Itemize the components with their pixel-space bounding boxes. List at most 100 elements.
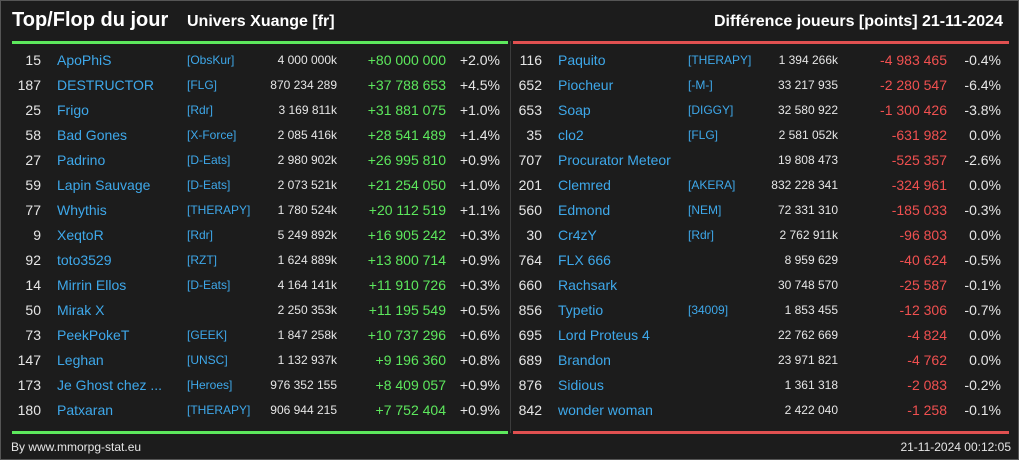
percent-cell: +0.6% xyxy=(459,327,500,343)
alliance-link[interactable]: [D-Eats] xyxy=(187,178,231,192)
alliance-link[interactable]: [THERAPY] xyxy=(187,403,251,417)
rank-cell: 59 xyxy=(25,177,41,193)
top-bottom-bar xyxy=(12,431,508,434)
player-link[interactable]: Bad Gones xyxy=(57,127,128,143)
alliance-link[interactable]: [RZT] xyxy=(187,253,217,267)
player-link[interactable]: Clemred xyxy=(558,177,611,193)
alliance-link[interactable]: [FLG] xyxy=(187,78,218,92)
diff-cell: -4 983 465 xyxy=(880,52,947,68)
player-link[interactable]: Piocheur xyxy=(558,77,614,93)
score-cell: 1 361 318 xyxy=(784,378,838,392)
alliance-link[interactable]: [NEM] xyxy=(688,203,722,217)
percent-cell: -0.1% xyxy=(964,277,1001,293)
score-cell: 5 249 892k xyxy=(277,228,337,242)
percent-cell: -0.3% xyxy=(964,202,1001,218)
top-divider-bar xyxy=(12,41,508,44)
player-link[interactable]: Je Ghost chez ... xyxy=(57,377,163,393)
rank-cell: 764 xyxy=(518,252,542,268)
rank-cell: 15 xyxy=(25,52,41,68)
top-row: 147 Leghan [UNSC] 1 132 937k +9 196 360 +0.8% xyxy=(1,348,509,373)
flop-row: 842 wonder woman 2 422 040 -1 258 -0.1% xyxy=(502,398,1010,423)
alliance-link[interactable]: [AKERA] xyxy=(688,178,736,192)
alliance-link[interactable]: [THERAPY] xyxy=(688,53,752,67)
top-row: 180 Patxaran [THERAPY] 906 944 215 +7 752 40… xyxy=(1,398,509,423)
player-link[interactable]: Soap xyxy=(558,102,591,118)
percent-cell: +2.0% xyxy=(459,52,500,68)
alliance-link[interactable]: [UNSC] xyxy=(187,353,228,367)
score-cell: 1 132 937k xyxy=(277,353,337,367)
alliance-link[interactable]: [Rdr] xyxy=(187,103,214,117)
diff-cell: +11 910 726 xyxy=(368,277,446,293)
rank-cell: 147 xyxy=(17,352,41,368)
score-cell: 8 959 629 xyxy=(784,253,838,267)
player-link[interactable]: Edmond xyxy=(558,202,611,218)
flop-row: 560 Edmond [NEM] 72 331 310 -185 033 -0.3% xyxy=(502,198,1010,223)
player-link[interactable]: Lord Proteus 4 xyxy=(558,327,650,343)
player-link[interactable]: Procurator Meteor xyxy=(558,152,671,168)
alliance-link[interactable]: [34009] xyxy=(688,303,729,317)
alliance-link[interactable]: [D-Eats] xyxy=(187,153,231,167)
score-cell: 1 847 258k xyxy=(277,328,337,342)
player-link[interactable]: Sidious xyxy=(558,377,604,393)
player-link[interactable]: Padrino xyxy=(57,152,106,168)
diff-cell: -96 803 xyxy=(899,227,947,243)
diff-cell: +13 800 714 xyxy=(367,252,446,268)
score-cell: 23 971 821 xyxy=(777,353,838,367)
player-link[interactable]: Rachsark xyxy=(558,277,618,293)
diff-cell: -4 762 xyxy=(907,352,947,368)
player-link[interactable]: wonder woman xyxy=(558,402,653,418)
player-link[interactable]: XeqtoR xyxy=(57,227,104,243)
score-cell: 1 853 455 xyxy=(784,303,838,317)
rank-cell: 842 xyxy=(518,402,542,418)
player-link[interactable]: clo2 xyxy=(558,127,584,143)
player-link[interactable]: Patxaran xyxy=(57,402,114,418)
player-link[interactable]: DESTRUCTOR xyxy=(57,77,154,93)
top-row: 173 Je Ghost chez ... [Heroes] 976 352 155 +… xyxy=(1,373,509,398)
alliance-link[interactable]: [Heroes] xyxy=(187,378,233,392)
player-link[interactable]: Leghan xyxy=(57,352,104,368)
player-link[interactable]: Mirrin Ellos xyxy=(57,277,127,293)
alliance-link[interactable]: [D-Eats] xyxy=(187,278,231,292)
player-link[interactable]: Mirak X xyxy=(57,302,105,318)
flop-row: 660 Rachsark 30 748 570 -25 587 -0.1% xyxy=(502,273,1010,298)
rank-cell: 695 xyxy=(518,327,542,343)
rank-cell: 73 xyxy=(25,327,41,343)
rank-cell: 652 xyxy=(518,77,542,93)
header: Top/Flop du jour Univers Xuange [fr] Dif… xyxy=(1,1,1018,41)
diff-cell: +8 409 057 xyxy=(375,377,446,393)
alliance-link[interactable]: [-M-] xyxy=(688,78,713,92)
player-link[interactable]: FLX 666 xyxy=(558,252,611,268)
alliance-link[interactable]: [DIGGY] xyxy=(688,103,734,117)
alliance-link[interactable]: [THERAPY] xyxy=(187,203,251,217)
rank-cell: 58 xyxy=(25,127,41,143)
player-link[interactable]: Brandon xyxy=(558,352,611,368)
percent-cell: 0.0% xyxy=(969,227,1001,243)
percent-cell: 0.0% xyxy=(969,127,1001,143)
top-row: 187 DESTRUCTOR [FLG] 870 234 289 +37 788 653… xyxy=(1,73,509,98)
score-cell: 2 422 040 xyxy=(784,403,838,417)
diff-cell: +26 995 810 xyxy=(367,152,446,168)
player-link[interactable]: PeekPokeT xyxy=(57,327,130,343)
rank-cell: 180 xyxy=(17,402,41,418)
alliance-link[interactable]: [X-Force] xyxy=(187,128,237,142)
diff-cell: +31 881 075 xyxy=(367,102,446,118)
player-link[interactable]: Whythis xyxy=(57,202,107,218)
metric-label: Différence joueurs [points] xyxy=(714,13,918,30)
player-link[interactable]: toto3529 xyxy=(57,252,112,268)
diff-cell: -1 258 xyxy=(907,402,947,418)
player-link[interactable]: Paquito xyxy=(558,52,606,68)
player-link[interactable]: ApoPhiS xyxy=(57,52,112,68)
percent-cell: -0.2% xyxy=(964,377,1001,393)
player-link[interactable]: Frigo xyxy=(57,102,89,118)
alliance-link[interactable]: [FLG] xyxy=(688,128,719,142)
player-link[interactable]: Lapin Sauvage xyxy=(57,177,151,193)
score-cell: 22 762 669 xyxy=(777,328,838,342)
score-cell: 4 164 141k xyxy=(277,278,337,292)
alliance-link[interactable]: [GEEK] xyxy=(187,328,228,342)
percent-cell: +0.9% xyxy=(459,152,500,168)
player-link[interactable]: Cr4zY xyxy=(558,227,597,243)
alliance-link[interactable]: [Rdr] xyxy=(187,228,214,242)
player-link[interactable]: Typetio xyxy=(558,302,604,318)
alliance-link[interactable]: [Rdr] xyxy=(688,228,715,242)
alliance-link[interactable]: [ObsKur] xyxy=(187,53,235,67)
